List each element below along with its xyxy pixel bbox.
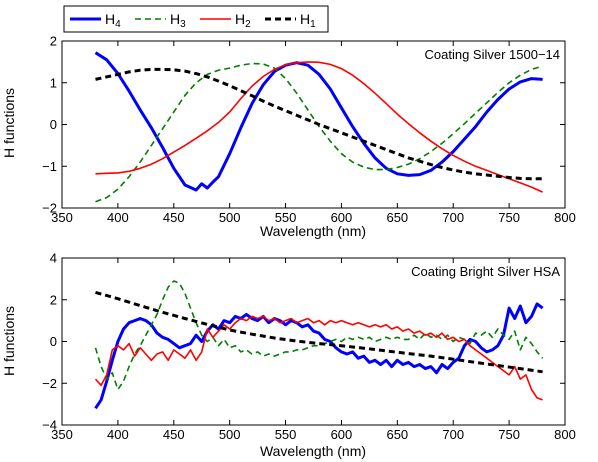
x-tick-label: 600 [331, 210, 353, 225]
x-tick-label: 600 [331, 427, 353, 442]
x-tick-label: 400 [107, 210, 129, 225]
x-tick-label: 800 [554, 210, 576, 225]
plot-frame [61, 40, 566, 209]
panel-top: Coating Silver 1500−14 Wavelength (nm) H… [1, 34, 576, 240]
x-tick-label: 350 [51, 427, 73, 442]
xlabel-bottom: Wavelength (nm) [260, 443, 366, 459]
x-tick-label: 500 [219, 427, 241, 442]
y-tick-label: 4 [50, 251, 57, 266]
annotation-bottom: Coating Bright Silver HSA [411, 264, 560, 279]
xlabel-top: Wavelength (nm) [260, 223, 366, 239]
y-tick-label: 0 [50, 334, 57, 349]
panel-bottom: Coating Bright Silver HSA Wavelength (nm… [1, 251, 576, 460]
series-line-h4 [94, 51, 543, 192]
x-tick-label: 800 [554, 427, 576, 442]
legend: H4 H3 H2 H1 [63, 5, 329, 33]
x-tick-label: 700 [442, 210, 464, 225]
series-line-h4 [94, 302, 544, 410]
series-line-h3 [94, 280, 544, 391]
legend-frame [63, 5, 329, 33]
series-group [94, 280, 544, 410]
x-tick-label: 400 [107, 427, 129, 442]
x-tick-label: 650 [386, 210, 408, 225]
annotation-top: Coating Silver 1500−14 [424, 47, 560, 62]
x-tick-label: 450 [163, 210, 185, 225]
x-tick-label: 500 [219, 210, 241, 225]
x-tick-label: 550 [275, 427, 297, 442]
y-tick-label: −2 [42, 376, 57, 391]
ylabel-top: H functions [1, 88, 17, 158]
series-group [94, 51, 543, 203]
x-tick-label: 700 [442, 427, 464, 442]
y-tick-label: 1 [50, 75, 57, 90]
x-tick-label: 550 [275, 210, 297, 225]
y-tick-label: −4 [42, 418, 57, 433]
x-tick-label: 750 [498, 427, 520, 442]
y-tick-label: 2 [50, 292, 57, 307]
y-tick-label: 0 [50, 117, 57, 132]
series-line-h2 [94, 315, 543, 401]
series-line-h1 [95, 67, 543, 181]
x-tick-label: 750 [498, 210, 520, 225]
ylabel-bottom: H functions [1, 306, 17, 376]
x-tick-label: 650 [386, 427, 408, 442]
series-line-h3 [95, 62, 543, 203]
y-tick-label: 2 [50, 34, 57, 49]
y-tick-label: −2 [42, 201, 57, 216]
x-tick-label: 350 [51, 210, 73, 225]
x-tick-label: 450 [163, 427, 185, 442]
series-line-h2 [95, 61, 543, 193]
y-tick-label: −1 [42, 159, 57, 174]
